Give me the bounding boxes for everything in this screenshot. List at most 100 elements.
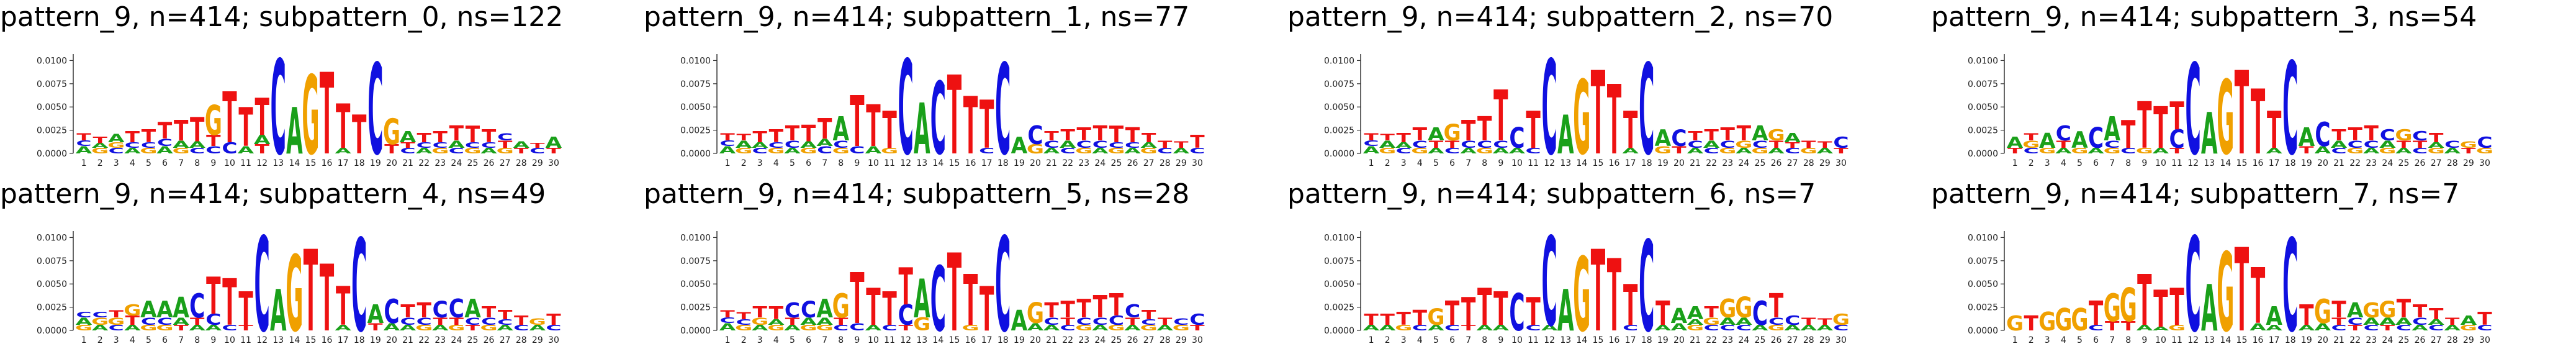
- logo-letter-G: G: [205, 98, 222, 145]
- logo-letter-T: T: [433, 315, 448, 327]
- logo-letter-C: C: [400, 315, 415, 327]
- logo-letter-A: A: [1428, 125, 1444, 145]
- logo-letter-T: T: [1493, 283, 1508, 336]
- x-tick-label: 23: [1722, 158, 1733, 168]
- x-tick-label: 29: [1819, 335, 1831, 345]
- x-tick-label: 15: [2236, 335, 2248, 345]
- logo-letter-T: T: [1364, 311, 1379, 329]
- x-tick-label: 20: [1673, 158, 1685, 168]
- x-tick-label: 10: [224, 158, 235, 168]
- x-tick-label: 19: [1014, 335, 1025, 345]
- logo-letter-T: T: [384, 142, 399, 157]
- logo-letter-G: G: [1719, 147, 1736, 155]
- logo-letter-G: G: [832, 286, 850, 325]
- x-tick-label: 25: [1755, 158, 1766, 168]
- logo-letter-T: T: [947, 232, 961, 354]
- logo-panel-5: pattern_9, n=414; subpattern_5, ns=28 0.…: [644, 177, 1287, 354]
- logo-letter-G: G: [1832, 311, 1850, 329]
- logo-letter-T: T: [898, 257, 912, 316]
- logo-letter-C: C: [1768, 315, 1784, 327]
- logo-letter-T: T: [546, 147, 561, 155]
- x-tick-label: 9: [854, 335, 860, 345]
- x-tick-label: 26: [1771, 158, 1782, 168]
- logo-letter-C: C: [817, 144, 832, 156]
- logo-letter-A: A: [2461, 313, 2477, 328]
- x-tick-label: 30: [1835, 158, 1847, 168]
- x-tick-label: 6: [2093, 335, 2099, 345]
- logo-letter-T: T: [304, 227, 318, 354]
- logo-letter-C: C: [2056, 122, 2071, 145]
- logo-letter-T: T: [2169, 94, 2184, 138]
- x-tick-label: 1: [725, 335, 731, 345]
- logo-letter-T: T: [736, 310, 751, 322]
- x-tick-label: 4: [773, 335, 779, 345]
- logo-letter-G: G: [2022, 138, 2040, 150]
- logo-letter-T: T: [498, 307, 513, 322]
- x-tick-label: 6: [2093, 158, 2099, 168]
- logo-letter-A: A: [1541, 324, 1558, 332]
- y-tick-label: 0.0000: [680, 149, 711, 159]
- logo-letter-A: A: [1043, 147, 1060, 155]
- logo-letter-A: A: [1736, 147, 1752, 155]
- logo-letter-T: T: [320, 50, 334, 180]
- logo-letter-T: T: [850, 258, 864, 340]
- logo-letter-T: T: [206, 266, 220, 325]
- logo-letter-C: C: [930, 62, 946, 177]
- logo-letter-T: T: [1817, 140, 1832, 150]
- x-tick-label: 11: [884, 158, 895, 168]
- logo-letter-T: T: [1704, 304, 1719, 322]
- logo-letter-C: C: [433, 141, 448, 150]
- x-tick-label: 17: [981, 335, 993, 345]
- logo-letter-G: G: [1107, 324, 1125, 332]
- logo-letter-T: T: [1044, 299, 1059, 322]
- x-tick-label: 15: [949, 335, 960, 345]
- logo-letter-C: C: [2104, 138, 2120, 150]
- x-tick-label: 25: [2398, 335, 2410, 345]
- y-tick-label: 0.0050: [1324, 279, 1354, 289]
- x-tick-label: 21: [1046, 158, 1057, 168]
- logo-letter-A: A: [1395, 141, 1412, 150]
- x-tick-label: 9: [2141, 158, 2147, 168]
- logo-letter-T: T: [753, 304, 768, 322]
- logo-letter-T: T: [1413, 125, 1428, 145]
- x-tick-label: 28: [1160, 158, 1171, 168]
- logo-letter-A: A: [2331, 138, 2348, 150]
- x-tick-label: 18: [1641, 158, 1652, 168]
- logo-letter-G: G: [1476, 147, 1493, 155]
- x-tick-label: 27: [2431, 335, 2442, 345]
- logo-letter-A: A: [2379, 138, 2396, 150]
- logo-letter-C: C: [2380, 127, 2395, 145]
- logo-letter-G: G: [1027, 142, 1044, 157]
- logo-letter-C: C: [1043, 315, 1059, 327]
- logo-letter-A: A: [156, 297, 173, 323]
- x-tick-label: 6: [162, 335, 168, 345]
- logo-letter-G: G: [107, 141, 125, 150]
- logo-letter-A: A: [2266, 301, 2282, 331]
- x-tick-label: 21: [2333, 158, 2344, 168]
- logo-letter-A: A: [2412, 324, 2428, 332]
- logo-letter-C: C: [2348, 315, 2363, 327]
- logo-letter-G: G: [1443, 120, 1461, 146]
- logo-letter-A: A: [1363, 324, 1380, 332]
- logo-letter-C: C: [1509, 123, 1524, 155]
- logo-letter-C: C: [995, 37, 1011, 183]
- logo-letter-C: C: [481, 315, 497, 327]
- logo-letter-G: G: [480, 324, 497, 332]
- logo-letter-A: A: [1011, 133, 1028, 159]
- x-tick-label: 22: [2349, 335, 2361, 345]
- logo-letter-T: T: [1413, 306, 1428, 330]
- logo-letter-C: C: [1076, 315, 1092, 327]
- x-tick-label: 7: [2109, 335, 2115, 345]
- logo-letter-C: C: [513, 324, 529, 332]
- logo-letter-T: T: [720, 131, 735, 143]
- x-tick-label: 27: [1143, 335, 1155, 345]
- logo-letter-A: A: [1557, 278, 1574, 344]
- logo-letter-A: A: [124, 324, 141, 332]
- logo-letter-T: T: [2007, 147, 2022, 155]
- logo-letter-G: G: [1027, 298, 1044, 330]
- logo-letter-A: A: [2153, 325, 2170, 332]
- panel-title: pattern_9, n=414; subpattern_2, ns=70: [1287, 1, 1834, 33]
- logo-letter-T: T: [530, 142, 545, 150]
- logo-letter-A: A: [400, 129, 417, 147]
- logo-letter-T: T: [352, 104, 367, 166]
